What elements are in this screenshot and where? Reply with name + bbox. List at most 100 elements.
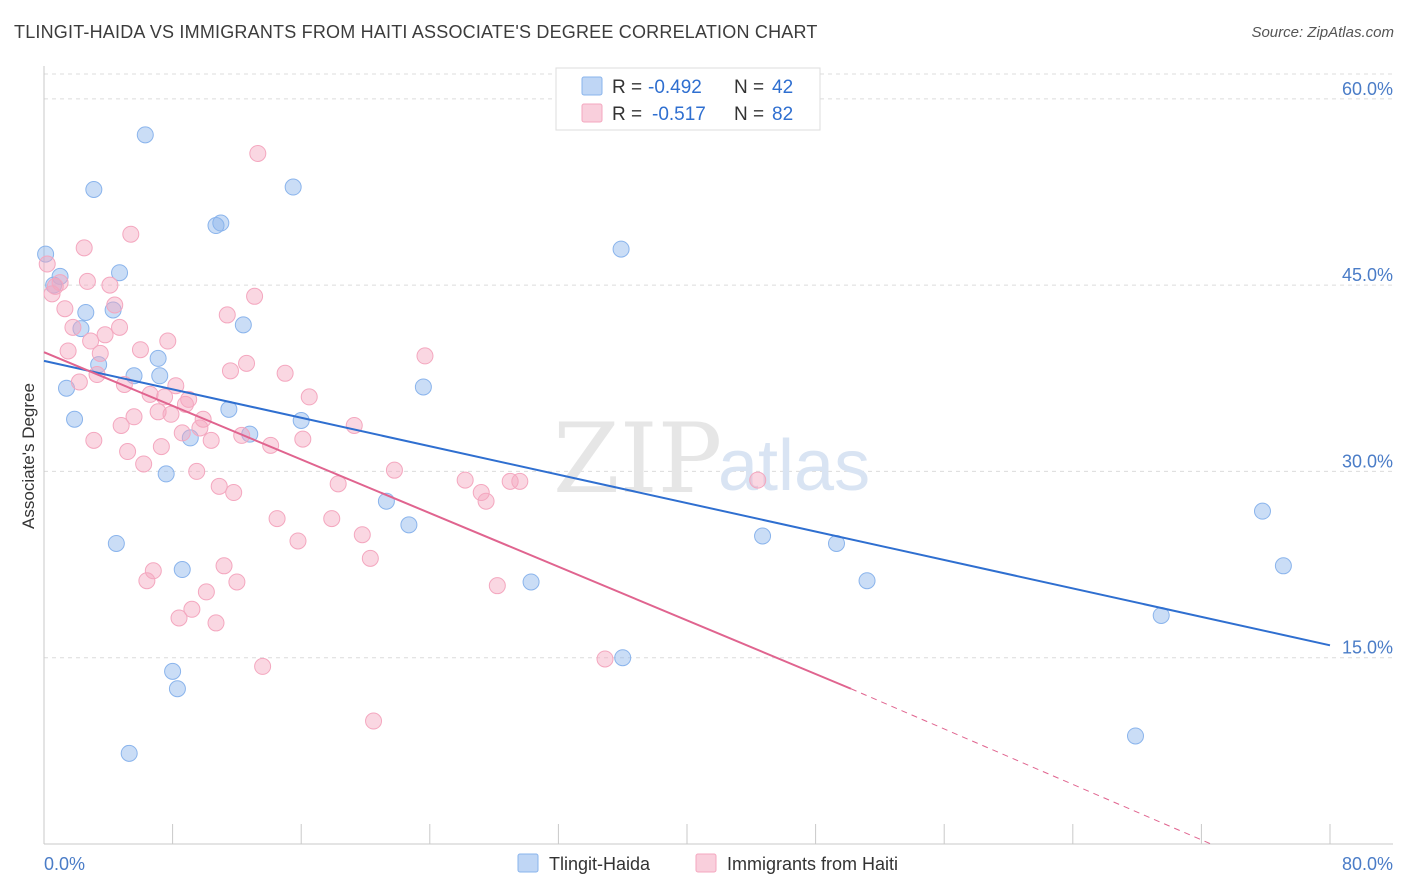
point-haiti: [268, 510, 286, 528]
point-tlingit-haida: [151, 367, 169, 385]
point-haiti: [596, 650, 614, 668]
watermark: ZIP atlas: [553, 403, 870, 515]
point-haiti: [170, 609, 188, 627]
point-haiti: [64, 318, 82, 336]
point-tlingit-haida: [614, 649, 632, 667]
point-haiti: [254, 657, 272, 675]
x-tick-min: 0.0%: [44, 854, 85, 874]
point-haiti: [238, 354, 256, 372]
point-haiti: [51, 274, 69, 292]
point-haiti: [246, 287, 264, 305]
chart-title: TLINGIT-HAIDA VS IMMIGRANTS FROM HAITI A…: [14, 22, 818, 42]
stats-r-label-tlingit: R =: [612, 77, 642, 98]
point-tlingit-haida: [111, 264, 129, 282]
point-tlingit-haida: [754, 527, 772, 545]
point-tlingit-haida: [107, 534, 125, 552]
legend: Tlingit-Haida Immigrants from Haiti: [517, 853, 898, 874]
point-haiti: [91, 344, 109, 362]
point-tlingit-haida: [149, 349, 167, 367]
stats-n-label-haiti: N =: [734, 104, 764, 125]
point-haiti: [173, 424, 191, 442]
point-haiti: [152, 438, 170, 456]
point-haiti: [135, 455, 153, 473]
point-haiti: [162, 405, 180, 423]
y-tick-labels: 15.0% 30.0% 45.0% 60.0%: [1342, 79, 1393, 658]
point-haiti: [78, 272, 96, 290]
point-haiti: [112, 416, 130, 434]
point-tlingit-haida: [400, 516, 418, 534]
data-points: [37, 126, 1292, 762]
y-axis-label: Associate's Degree: [19, 383, 38, 529]
trend-line-tlingit-haida: [43, 359, 1331, 647]
point-tlingit-haida: [157, 465, 175, 483]
point-haiti: [131, 341, 149, 359]
source-credit: Source: ZipAtlas.com: [1251, 24, 1394, 41]
trend-lines: [43, 351, 1331, 845]
stats-n-value-haiti: 82: [772, 104, 793, 125]
point-haiti: [218, 306, 236, 324]
point-haiti: [215, 557, 233, 575]
point-haiti: [202, 431, 220, 449]
point-tlingit-haida: [77, 303, 95, 321]
trend-line-haiti: [43, 351, 852, 690]
point-haiti: [70, 373, 88, 391]
point-haiti: [225, 484, 243, 502]
trend-line-haiti-extension: [850, 688, 1212, 845]
y-tick-label: 45.0%: [1342, 265, 1393, 285]
point-haiti: [138, 572, 156, 590]
point-haiti: [501, 472, 519, 490]
point-haiti: [511, 472, 529, 490]
stats-r-value-tlingit: -0.492: [648, 77, 702, 98]
point-haiti: [180, 390, 198, 408]
axes: [43, 66, 1393, 845]
point-tlingit-haida: [858, 572, 876, 590]
point-haiti: [197, 583, 215, 601]
point-tlingit-haida: [85, 181, 103, 198]
point-haiti: [228, 573, 246, 591]
point-haiti: [361, 549, 379, 567]
point-haiti: [119, 443, 137, 461]
y-tick-label: 15.0%: [1342, 638, 1393, 658]
point-haiti: [122, 225, 140, 243]
point-haiti: [106, 296, 124, 314]
legend-swatch-tlingit: [517, 853, 539, 873]
point-haiti: [289, 532, 307, 550]
point-haiti: [416, 347, 434, 365]
point-haiti: [210, 477, 228, 495]
point-haiti: [385, 461, 403, 479]
point-haiti: [323, 510, 341, 528]
point-tlingit-haida: [1274, 557, 1292, 575]
legend-swatch-haiti: [695, 853, 717, 873]
point-haiti: [477, 492, 495, 510]
point-haiti: [111, 318, 129, 336]
point-haiti: [221, 362, 239, 380]
stats-r-value-haiti: -0.517: [652, 104, 706, 125]
point-haiti: [183, 600, 201, 618]
point-haiti: [101, 276, 119, 294]
point-haiti: [276, 364, 294, 382]
stats-n-value-tlingit: 42: [772, 77, 793, 98]
legend-label-tlingit: Tlingit-Haida: [549, 854, 651, 874]
point-haiti: [85, 431, 103, 449]
point-haiti: [749, 471, 767, 489]
point-haiti: [472, 484, 490, 502]
point-tlingit-haida: [168, 680, 186, 698]
point-tlingit-haida: [136, 126, 154, 144]
point-tlingit-haida: [1126, 727, 1144, 745]
point-haiti: [353, 526, 371, 544]
watermark-zip: ZIP: [553, 403, 722, 515]
point-tlingit-haida: [207, 217, 225, 235]
stats-n-label-tlingit: N =: [734, 77, 764, 98]
point-tlingit-haida: [120, 744, 138, 762]
point-tlingit-haida: [212, 214, 230, 232]
point-tlingit-haida: [292, 412, 310, 429]
point-haiti: [125, 408, 143, 426]
point-haiti: [56, 300, 74, 318]
point-tlingit-haida: [164, 662, 182, 680]
point-tlingit-haida: [173, 561, 191, 579]
point-haiti: [207, 614, 225, 632]
point-tlingit-haida: [66, 410, 84, 428]
point-tlingit-haida: [612, 240, 630, 258]
x-tick-max: 80.0%: [1342, 854, 1393, 874]
